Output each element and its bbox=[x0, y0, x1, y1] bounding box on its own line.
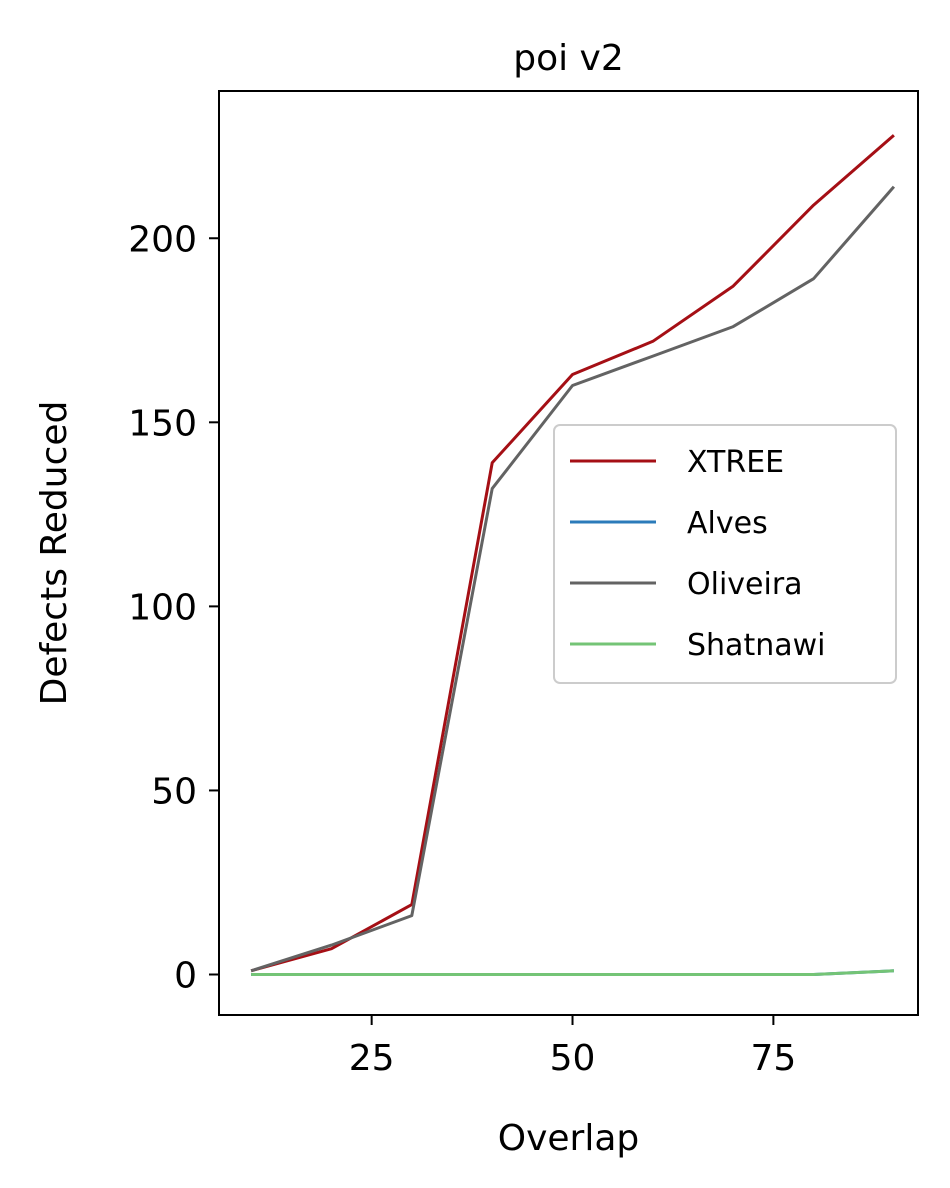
plot-area bbox=[250, 134, 896, 976]
y-tick-label: 100 bbox=[128, 587, 197, 628]
legend: XTREE Alves Oliveira Shatnawi bbox=[553, 424, 897, 684]
plot-frame bbox=[218, 90, 919, 1016]
series-line-oliveira bbox=[250, 185, 896, 973]
y-tick-label: 200 bbox=[128, 219, 197, 260]
legend-label-xtree: XTREE bbox=[687, 445, 784, 480]
legend-label-oliveira: Oliveira bbox=[687, 567, 803, 602]
y-axis: 0 50 100 150 200 bbox=[128, 219, 219, 997]
y-tick-label: 150 bbox=[128, 403, 197, 444]
x-tick-label: 50 bbox=[550, 1038, 596, 1079]
x-axis: 25 50 75 bbox=[349, 1015, 796, 1079]
x-tick-label: 25 bbox=[349, 1038, 395, 1079]
x-axis-label: Overlap bbox=[498, 1118, 640, 1159]
series-line-shatnawi bbox=[251, 969, 894, 976]
y-tick-label: 0 bbox=[174, 956, 197, 997]
legend-box bbox=[553, 424, 897, 684]
y-axis-label: Defects Reduced bbox=[34, 401, 75, 706]
chart-title: poi v2 bbox=[513, 38, 624, 79]
legend-label-alves: Alves bbox=[687, 506, 768, 541]
legend-label-shatnawi: Shatnawi bbox=[687, 628, 825, 663]
y-tick-label: 50 bbox=[151, 771, 197, 812]
x-tick-label: 75 bbox=[750, 1038, 796, 1079]
